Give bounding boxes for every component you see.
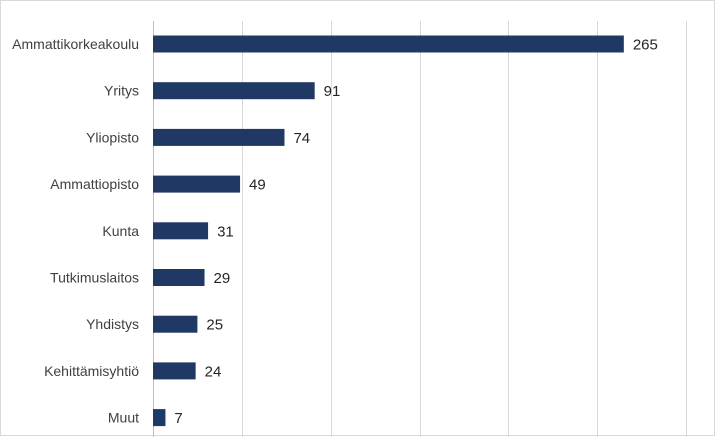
bar [153, 315, 198, 333]
bar [153, 222, 209, 240]
category-label: Muut [108, 410, 139, 426]
data-label: 7 [174, 410, 182, 427]
data-label: 25 [206, 317, 223, 334]
category-label: Kehittämisyhtiö [44, 363, 139, 379]
bar [153, 269, 205, 286]
category-label: Yhdistys [86, 316, 139, 332]
bar [153, 362, 196, 380]
bar [153, 35, 624, 53]
category-label: Yliopisto [86, 129, 139, 145]
data-label: 265 [633, 37, 658, 54]
category-label: Ammattikorkeakoulu [12, 36, 139, 52]
category-label: Tutkimuslaitos [50, 270, 139, 286]
data-label: 31 [217, 223, 234, 240]
data-label: 91 [324, 83, 341, 100]
category-label: Yritys [104, 83, 139, 99]
bar [153, 82, 315, 100]
data-label: 49 [249, 177, 266, 194]
category-label: Kunta [102, 223, 139, 239]
bar [153, 409, 166, 427]
bar [153, 128, 285, 146]
data-label: 29 [214, 270, 231, 287]
data-label: 24 [205, 363, 222, 380]
bar [153, 175, 241, 193]
data-label: 74 [293, 130, 310, 147]
category-label: Ammattiopisto [50, 176, 139, 192]
bar-layer [153, 35, 624, 427]
